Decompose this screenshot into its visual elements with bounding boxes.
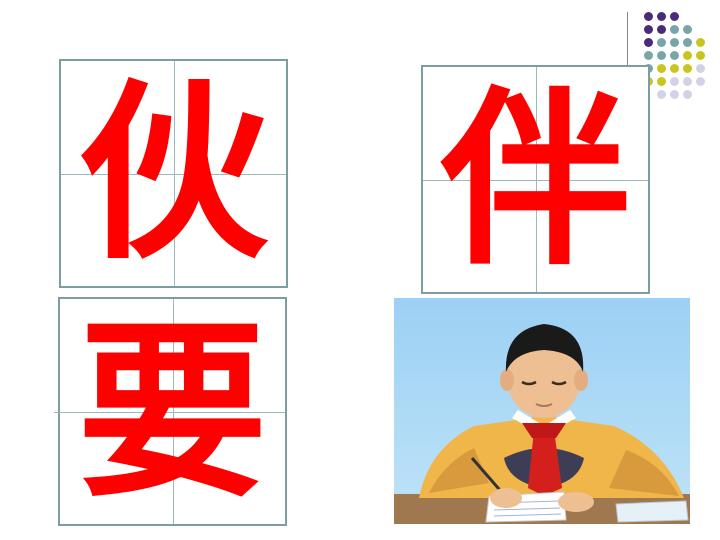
collar <box>512 410 576 436</box>
boy-writing-photo <box>394 298 690 524</box>
hair <box>505 324 584 372</box>
decorative-dot <box>644 51 653 60</box>
decorative-dot <box>683 25 692 34</box>
character-yao: 要 <box>77 299 268 523</box>
character-card-yao: 要 <box>54 297 287 526</box>
decorative-dot <box>657 77 666 86</box>
decorative-dot <box>683 90 692 99</box>
decorative-dot <box>696 77 705 86</box>
decorative-dot <box>683 77 692 86</box>
decorative-dot <box>644 12 653 21</box>
decorative-dot <box>670 51 679 60</box>
face <box>507 338 581 418</box>
decorative-dot <box>696 38 705 47</box>
character-ban: 伴 <box>440 67 631 291</box>
decorative-dot <box>657 25 666 34</box>
hand <box>490 488 522 508</box>
decorative-dot <box>670 38 679 47</box>
decorative-dot <box>683 51 692 60</box>
decorative-dot <box>657 51 666 60</box>
boy-writing-illustration <box>394 324 690 524</box>
decorative-dot <box>657 90 666 99</box>
decorative-dot <box>696 64 705 73</box>
decorative-dot <box>670 64 679 73</box>
grid-guide-vertical <box>173 61 175 286</box>
grid-guide-vertical <box>172 299 174 524</box>
character-card-huo: 伙 <box>59 59 288 288</box>
decorative-dot <box>670 90 679 99</box>
decorative-dot <box>657 64 666 73</box>
decorative-dot <box>683 64 692 73</box>
decorative-dot <box>683 38 692 47</box>
decorative-dot <box>657 12 666 21</box>
grid-guide-horizontal <box>54 411 285 413</box>
decorative-dot <box>670 77 679 86</box>
decorative-dot <box>670 12 679 21</box>
decorative-dot <box>644 25 653 34</box>
decorative-dot <box>670 25 679 34</box>
grid-guide-vertical <box>535 67 537 292</box>
book <box>615 500 689 523</box>
red-scarf <box>528 430 562 496</box>
decorative-vertical-line <box>627 12 628 92</box>
decorative-dot <box>644 38 653 47</box>
decorative-dot <box>657 38 666 47</box>
character-card-ban: 伴 <box>421 65 650 294</box>
hand <box>558 492 594 512</box>
character-huo: 伙 <box>78 61 269 285</box>
decorative-dot <box>696 51 705 60</box>
